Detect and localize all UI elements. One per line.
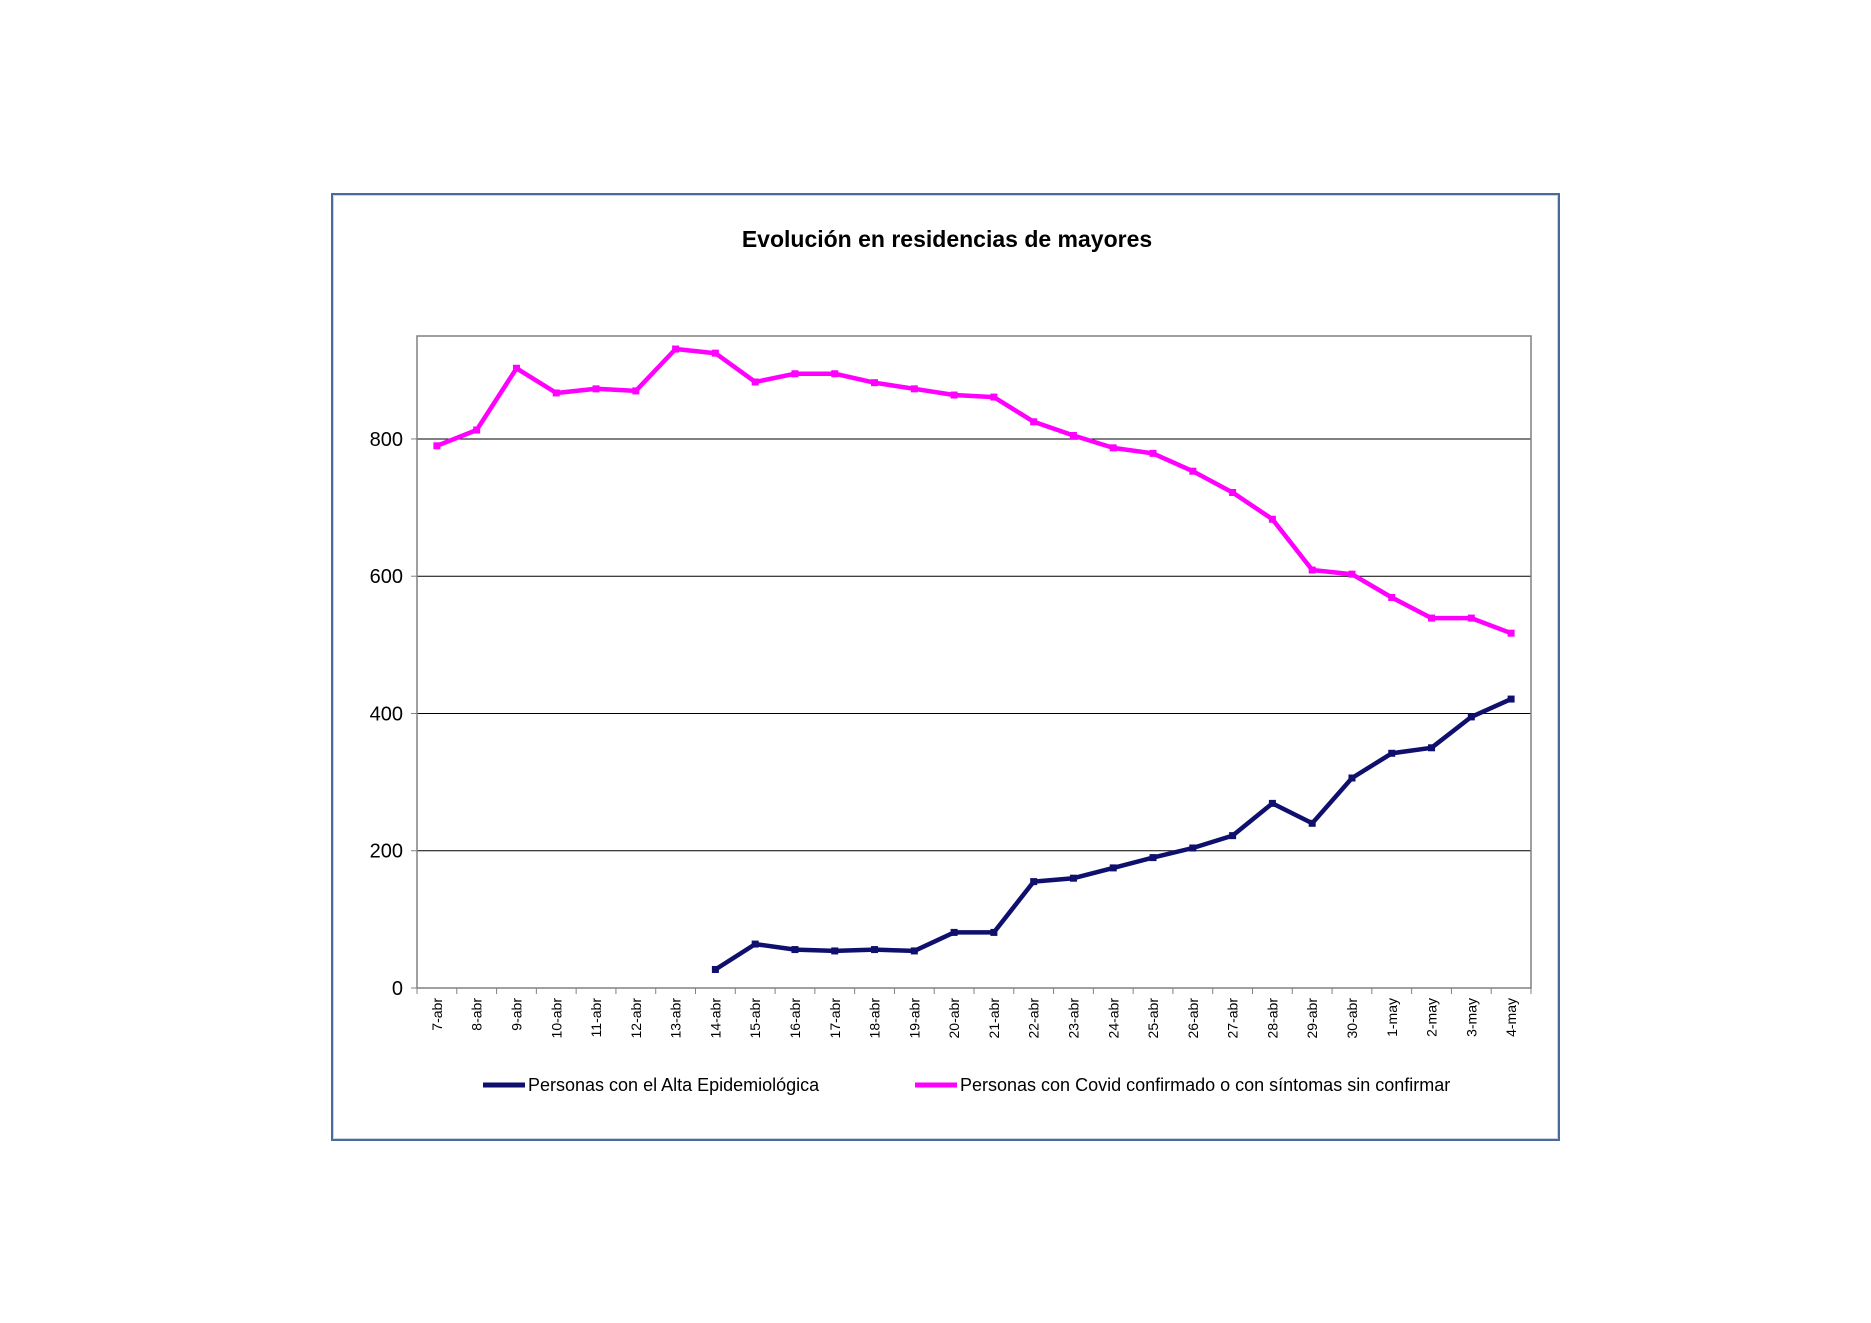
data-point — [950, 928, 958, 936]
data-point — [672, 345, 680, 353]
chart-frame: Evolución en residencias de mayores 0 200… — [331, 193, 1560, 1141]
data-point — [990, 393, 998, 401]
data-point — [1030, 878, 1038, 886]
data-point — [950, 391, 958, 399]
x-tick-label: 16-abr — [787, 998, 803, 1039]
x-tick-label: 7-abr — [429, 998, 445, 1031]
data-point — [1109, 444, 1117, 452]
x-tick-label: 13-abr — [668, 998, 684, 1039]
data-point — [512, 364, 520, 372]
data-point — [1109, 864, 1117, 872]
data-point — [552, 389, 560, 397]
data-point — [1069, 432, 1077, 440]
data-point — [1428, 744, 1436, 752]
data-point — [910, 385, 918, 393]
data-point — [632, 387, 640, 395]
data-point — [433, 442, 441, 450]
data-point — [1069, 874, 1077, 882]
data-point — [1467, 614, 1475, 622]
x-tick-label: 26-abr — [1185, 998, 1201, 1039]
y-tick-label: 400 — [370, 703, 403, 725]
x-tick-label: 14-abr — [707, 998, 723, 1039]
x-tick-label: 20-abr — [946, 998, 962, 1039]
data-point — [1149, 854, 1157, 862]
gridlines — [417, 438, 1531, 852]
data-point — [1308, 819, 1316, 827]
data-point — [473, 426, 481, 434]
x-tick-label: 1-may — [1384, 998, 1400, 1037]
x-tick-label: 30-abr — [1344, 998, 1360, 1039]
chart-title: Evolución en residencias de mayores — [742, 226, 1152, 252]
data-point — [1189, 467, 1197, 475]
x-tick-label: 19-abr — [906, 998, 922, 1039]
data-point — [791, 946, 799, 954]
data-point — [1149, 449, 1157, 457]
y-axis: 0 200 400 600 800 — [370, 429, 417, 1000]
x-tick-label: 22-abr — [1026, 998, 1042, 1039]
data-point — [711, 965, 719, 973]
x-tick-label: 23-abr — [1065, 998, 1081, 1039]
x-tick-label: 24-abr — [1105, 998, 1121, 1039]
series-1 — [433, 345, 1515, 637]
data-point — [1507, 629, 1515, 637]
x-tick-label: 11-abr — [588, 998, 604, 1038]
series-layer — [433, 345, 1515, 973]
x-tick-label: 18-abr — [867, 998, 883, 1039]
x-tick-label: 8-abr — [469, 998, 485, 1031]
y-tick-label: 800 — [370, 429, 403, 451]
data-point — [592, 385, 600, 393]
data-point — [1229, 488, 1237, 496]
legend-label-alta: Personas con el Alta Epidemiológica — [528, 1075, 820, 1095]
data-point — [1348, 774, 1356, 782]
series-0 — [711, 695, 1515, 973]
x-tick-label: 12-abr — [628, 998, 644, 1039]
data-point — [910, 947, 918, 955]
data-point — [831, 947, 839, 955]
x-tick-label: 27-abr — [1225, 998, 1241, 1039]
x-tick-label: 15-abr — [747, 998, 763, 1039]
x-axis: 7-abr 8-abr 9-abr 10-abr 11-abr 12-abr 13-abr 1… — [416, 988, 1532, 1039]
data-point — [871, 946, 879, 954]
x-tick-label: 9-abr — [508, 998, 524, 1031]
x-tick-label: 3-may — [1463, 998, 1479, 1037]
data-point — [1229, 832, 1237, 840]
data-point — [1030, 418, 1038, 426]
x-tick-label: 2-may — [1424, 998, 1440, 1037]
x-tick-label: 25-abr — [1145, 998, 1161, 1039]
x-tick-label: 29-abr — [1304, 998, 1320, 1039]
data-point — [1388, 749, 1396, 757]
x-tick-label: 28-abr — [1264, 998, 1280, 1039]
data-point — [1507, 695, 1515, 703]
data-point — [1189, 844, 1197, 852]
data-point — [1467, 713, 1475, 721]
data-point — [1268, 799, 1276, 807]
data-point — [1348, 570, 1356, 578]
data-point — [751, 940, 759, 948]
data-point — [1268, 515, 1276, 523]
legend: Personas con el Alta Epidemiológica Pers… — [483, 1075, 1450, 1095]
x-tick-label: 10-abr — [548, 998, 564, 1039]
data-point — [751, 378, 759, 386]
series-line — [436, 346, 1512, 636]
y-tick-label: 0 — [392, 978, 403, 1000]
series-line — [714, 697, 1513, 972]
data-point — [990, 928, 998, 936]
legend-label-covid: Personas con Covid confirmado o con sínt… — [960, 1075, 1450, 1095]
plot-area — [416, 335, 1532, 989]
data-point — [1428, 614, 1436, 622]
x-tick-label: 4-may — [1503, 998, 1519, 1037]
data-point — [791, 370, 799, 378]
data-point — [871, 379, 879, 387]
y-tick-label: 600 — [370, 566, 403, 588]
data-point — [711, 349, 719, 357]
data-point — [1308, 566, 1316, 574]
chart-svg: Evolución en residencias de mayores 0 200… — [370, 226, 1532, 1095]
legend-item-alta: Personas con el Alta Epidemiológica — [483, 1075, 820, 1095]
data-point — [831, 370, 839, 378]
data-point — [1388, 593, 1396, 601]
x-tick-label: 21-abr — [986, 998, 1002, 1039]
legend-item-covid: Personas con Covid confirmado o con sínt… — [915, 1075, 1450, 1095]
y-tick-label: 200 — [370, 841, 403, 863]
x-tick-label: 17-abr — [827, 998, 843, 1039]
